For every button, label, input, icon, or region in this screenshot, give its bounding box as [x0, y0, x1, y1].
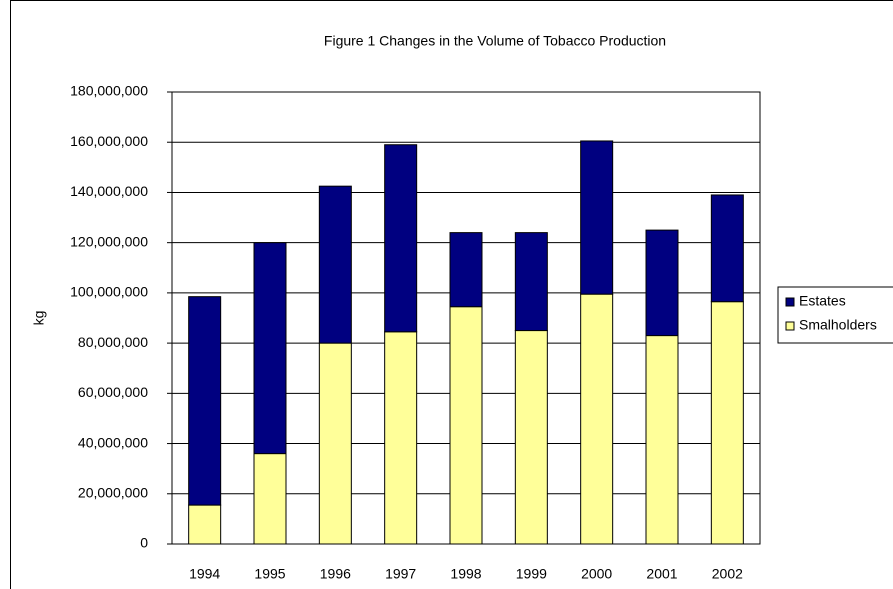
- bar-segment: [449, 306, 483, 545]
- x-tick-label: 2002: [712, 566, 743, 582]
- legend-label: Smalholders: [799, 317, 877, 333]
- legend-label: Estates: [799, 293, 846, 309]
- y-tick-label: 20,000,000: [78, 484, 148, 500]
- x-tick-label: 1999: [516, 566, 547, 582]
- x-tick-label: 1998: [450, 566, 481, 582]
- x-tick-label: 2000: [581, 566, 612, 582]
- legend-box: [777, 286, 893, 344]
- x-tick-label: 2001: [646, 566, 677, 582]
- bar-segment: [318, 342, 352, 545]
- y-tick-label: 160,000,000: [70, 133, 148, 149]
- x-tick-label: 1997: [385, 566, 416, 582]
- y-tick-label: 60,000,000: [78, 384, 148, 400]
- bar-segment: [514, 232, 548, 332]
- bar-segment: [188, 296, 222, 506]
- bar-segment: [710, 301, 744, 545]
- x-tick-label: 1994: [189, 566, 220, 582]
- x-tick-label: 1995: [254, 566, 285, 582]
- bar-segment: [253, 242, 287, 455]
- bar-segment: [318, 185, 352, 344]
- y-tick-label: 0: [140, 535, 148, 551]
- y-tick-label: 180,000,000: [70, 83, 148, 99]
- bar-segment: [384, 144, 418, 333]
- bar-segment: [384, 331, 418, 545]
- bar-segment: [580, 293, 614, 545]
- bar-segment: [188, 504, 222, 545]
- y-tick-label: 80,000,000: [78, 334, 148, 350]
- bar-segment: [645, 229, 679, 337]
- y-tick-label: 140,000,000: [70, 183, 148, 199]
- bar-segment: [514, 330, 548, 545]
- chart-title: Figure 1 Changes in the Volume of Tobacc…: [324, 33, 666, 49]
- y-tick-label: 40,000,000: [78, 434, 148, 450]
- y-tick-label: 100,000,000: [70, 284, 148, 300]
- bar-segment: [449, 232, 483, 308]
- bar-segment: [645, 335, 679, 545]
- bar-segment: [710, 194, 744, 303]
- legend-swatch: [785, 297, 795, 307]
- bar-segment: [580, 140, 614, 295]
- y-tick-label: 120,000,000: [70, 233, 148, 249]
- y-axis-label: kg: [31, 311, 47, 326]
- x-tick-label: 1996: [320, 566, 351, 582]
- bar-segment: [253, 453, 287, 545]
- legend-swatch: [785, 321, 795, 331]
